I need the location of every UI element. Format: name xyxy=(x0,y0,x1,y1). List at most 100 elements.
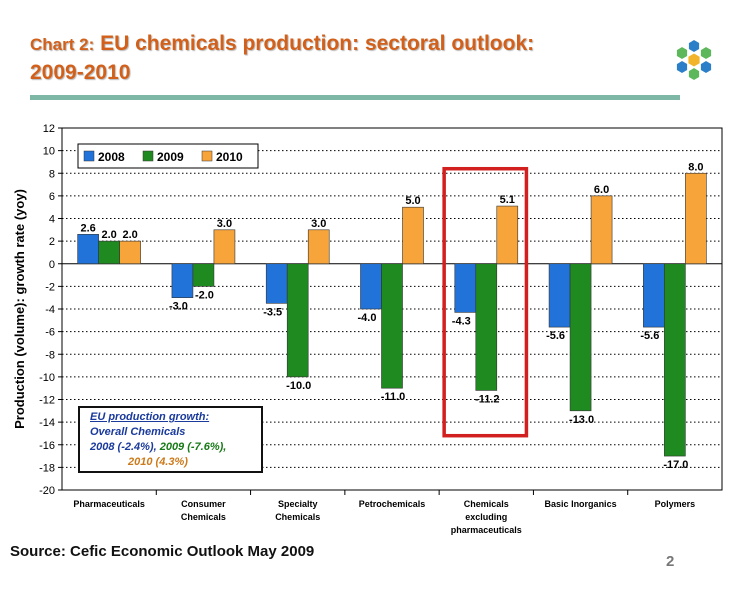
data-label: -10.0 xyxy=(286,380,311,392)
highlight-box xyxy=(442,166,529,438)
bar-2009-6 xyxy=(664,263,686,457)
bar-2010-6 xyxy=(685,172,707,265)
y-tick-label: 10 xyxy=(43,146,55,158)
y-tick-label: 12 xyxy=(43,123,55,135)
bar-2008-1 xyxy=(171,263,194,298)
note-heading: EU production growth: xyxy=(90,411,210,423)
bar-2008-0 xyxy=(77,234,99,265)
y-tick-label: -18 xyxy=(39,462,55,474)
data-label: 3.0 xyxy=(217,218,232,230)
x-category-label: Consumer xyxy=(181,499,226,509)
data-label: 5.0 xyxy=(405,195,420,207)
data-label: -11.0 xyxy=(381,391,405,403)
data-label: 8.0 xyxy=(688,161,703,173)
legend-swatch-2010 xyxy=(201,150,213,162)
data-label: 5.1 xyxy=(500,194,515,206)
logo-hexagon xyxy=(687,38,701,54)
legend-label-2009: 2009 xyxy=(157,150,184,164)
y-tick-label: -10 xyxy=(39,372,55,384)
bar-2009-1 xyxy=(192,263,215,287)
x-category-label: Petrochemicals xyxy=(359,499,426,509)
legend-label-2008: 2008 xyxy=(98,150,125,164)
bar-2010-5 xyxy=(590,195,613,265)
y-tick-label: 4 xyxy=(49,214,55,226)
data-label: -13.0 xyxy=(569,414,594,426)
y-tick-label: -14 xyxy=(39,417,55,429)
data-label: -4.3 xyxy=(452,315,471,327)
page-title: Chart 2: EU chemicals production: sector… xyxy=(30,30,630,87)
logo-hexagon xyxy=(675,59,689,75)
bar-2008-3 xyxy=(360,263,382,310)
note-2010: 2010 (4.3%) xyxy=(128,456,188,468)
y-tick-label: 8 xyxy=(49,168,55,180)
y-tick-label: -6 xyxy=(45,327,55,339)
bar-2008-4 xyxy=(454,263,477,313)
bar-2008-6 xyxy=(643,263,665,328)
title-prefix: Chart 2: xyxy=(30,35,95,54)
x-category-label: pharmaceuticals xyxy=(451,525,522,535)
data-label: 6.0 xyxy=(594,184,609,196)
logo-hexagon xyxy=(675,45,689,61)
overall-growth-note: EU production growth: Overall Chemicals … xyxy=(78,406,263,473)
bar-2009-5 xyxy=(569,263,592,412)
data-label: -3.5 xyxy=(263,306,282,318)
page-number: 2 xyxy=(666,553,675,570)
y-tick-label: -4 xyxy=(45,304,55,316)
x-category-label: Pharmaceuticals xyxy=(73,499,145,509)
bar-2009-3 xyxy=(381,263,403,389)
logo-hexagon xyxy=(699,45,713,61)
legend-swatch-2009 xyxy=(142,150,154,162)
legend-label-2010: 2010 xyxy=(216,150,243,164)
bar-2009-0 xyxy=(98,240,120,265)
logo-hexagon xyxy=(699,59,713,75)
y-tick-label: -16 xyxy=(39,440,55,452)
data-label: -3.0 xyxy=(169,301,188,313)
y-tick-label: 0 xyxy=(49,259,55,271)
y-tick-label: 2 xyxy=(49,236,55,248)
bar-2009-4 xyxy=(475,263,498,391)
x-category-label: Chemicals xyxy=(275,512,320,522)
bar-2008-5 xyxy=(548,263,571,328)
data-label: 2.0 xyxy=(122,229,137,241)
title-main: EU chemicals production: sectoral outloo… xyxy=(94,32,535,55)
y-tick-label: -8 xyxy=(45,349,55,361)
bar-2010-0 xyxy=(119,240,141,265)
x-category-label: Specialty xyxy=(278,499,318,509)
legend-swatch-2008 xyxy=(83,150,95,162)
bar-2008-2 xyxy=(265,263,288,304)
note-2009: 2009 (-7.6%), xyxy=(159,441,227,453)
y-tick-label: -20 xyxy=(39,485,55,497)
data-label: 2.0 xyxy=(101,229,116,241)
legend-box xyxy=(77,143,259,169)
data-label: -2.0 xyxy=(195,289,214,301)
x-category-label: Polymers xyxy=(655,499,696,509)
data-label: -17.0 xyxy=(663,459,688,471)
data-label: -5.6 xyxy=(640,330,659,342)
x-category-label: Chemicals xyxy=(181,512,226,522)
data-label: -4.0 xyxy=(358,312,377,324)
y-tick-label: -12 xyxy=(39,395,55,407)
data-label: -5.6 xyxy=(546,330,565,342)
y-tick-label: -2 xyxy=(45,281,55,293)
x-category-label: excluding xyxy=(465,512,507,522)
logo-hexagon xyxy=(687,66,701,82)
bar-2010-2 xyxy=(307,229,330,265)
source-caption: Source: Cefic Economic Outlook May 2009 xyxy=(10,543,315,560)
data-label: -11.2 xyxy=(475,393,499,405)
hexagon-cluster-logo-icon xyxy=(675,38,713,82)
title-divider xyxy=(30,95,680,100)
bar-2010-1 xyxy=(213,229,236,265)
bar-2010-4 xyxy=(496,205,519,265)
note-2008: 2008 (-2.4%), xyxy=(90,441,160,453)
title-years: 2009-2010 xyxy=(30,61,131,84)
bar-2010-3 xyxy=(402,206,424,265)
bar-2009-2 xyxy=(286,263,309,378)
data-label: 2.6 xyxy=(80,222,95,234)
y-axis-label: Production (volume): growth rate (yoy) xyxy=(12,189,27,429)
y-tick-label: 6 xyxy=(49,191,55,203)
note-subheading: Overall Chemicals xyxy=(90,426,186,438)
x-category-label: Basic Inorganics xyxy=(545,499,617,509)
x-category-label: Chemicals xyxy=(464,499,509,509)
data-label: 3.0 xyxy=(311,218,326,230)
